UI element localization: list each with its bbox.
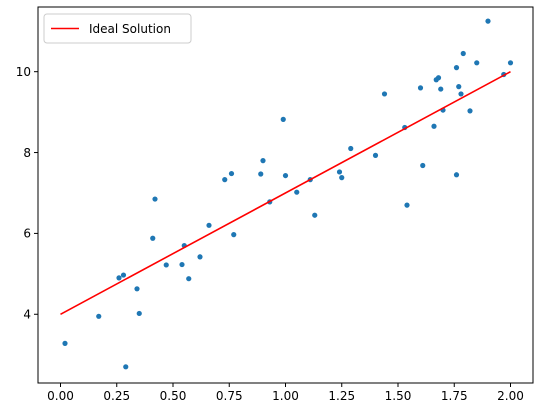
data-point xyxy=(507,60,514,66)
data-point xyxy=(280,116,286,122)
x-tick-label: 0.50 xyxy=(160,389,187,403)
x-tick-label: 1.00 xyxy=(272,389,299,403)
x-tick-label: 1.25 xyxy=(328,389,355,403)
data-point xyxy=(152,196,158,202)
x-tick-label: 0.25 xyxy=(103,389,130,403)
data-point xyxy=(150,235,156,241)
legend-box xyxy=(43,13,192,44)
data-point xyxy=(179,261,185,268)
data-point xyxy=(294,189,300,195)
data-point xyxy=(228,170,235,177)
data-point xyxy=(420,162,426,169)
x-axis-ticks: 0.00 0.25 0.50 0.75 1.00 1.25 1.50 1.75 2.00 xyxy=(47,383,524,403)
scatter-points xyxy=(62,18,514,370)
ideal-solution-line xyxy=(60,70,511,315)
data-point xyxy=(62,340,68,346)
data-point xyxy=(206,222,212,228)
x-tick-label: 1.75 xyxy=(441,389,468,403)
data-point xyxy=(222,177,228,183)
data-point xyxy=(458,91,464,97)
data-point xyxy=(474,60,480,66)
data-point xyxy=(453,172,460,178)
data-point xyxy=(348,145,354,152)
data-point xyxy=(381,91,388,97)
data-point xyxy=(435,75,442,81)
x-tick-label: 0.75 xyxy=(216,389,243,403)
data-point xyxy=(186,276,192,282)
y-axis-ticks: 4 6 8 10 xyxy=(16,65,38,322)
y-tick-label: 4 xyxy=(23,308,31,322)
data-point xyxy=(467,108,473,114)
data-point xyxy=(163,262,169,268)
data-point xyxy=(120,272,127,278)
data-point xyxy=(336,169,343,175)
x-tick-label: 0.00 xyxy=(47,389,74,403)
data-point xyxy=(123,364,129,370)
data-point xyxy=(339,175,345,181)
data-point xyxy=(134,286,140,292)
data-point xyxy=(258,171,264,177)
y-tick-label: 10 xyxy=(16,65,31,79)
data-point xyxy=(96,313,102,319)
x-tick-label: 1.50 xyxy=(385,389,412,403)
data-point xyxy=(197,254,203,260)
legend: Ideal Solution xyxy=(43,13,192,44)
legend-label: Ideal Solution xyxy=(89,22,171,36)
data-point xyxy=(372,152,379,158)
data-point xyxy=(404,202,410,208)
data-point xyxy=(453,65,460,71)
data-point xyxy=(431,123,437,129)
data-point xyxy=(312,212,318,218)
data-point xyxy=(260,158,266,164)
data-point xyxy=(136,310,142,317)
data-point xyxy=(116,275,122,281)
data-point xyxy=(456,84,462,90)
data-point xyxy=(417,85,424,91)
y-tick-label: 8 xyxy=(23,146,31,160)
y-tick-label: 6 xyxy=(23,227,31,241)
data-point xyxy=(460,50,466,57)
ideal-solution-line-layer xyxy=(60,70,511,315)
data-point xyxy=(282,172,289,179)
data-point xyxy=(231,232,237,238)
x-tick-label: 2.00 xyxy=(497,389,524,403)
data-point xyxy=(485,18,491,24)
data-point xyxy=(438,86,444,92)
